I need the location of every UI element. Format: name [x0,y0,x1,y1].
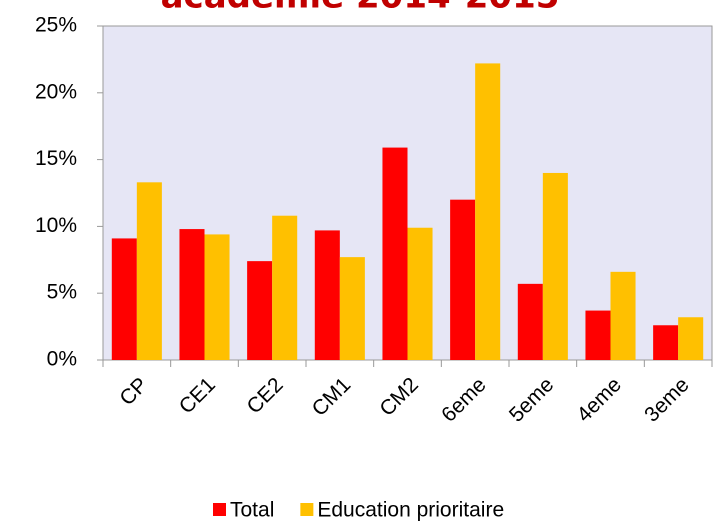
x-tick-label: CP [115,373,152,410]
bar [136,182,162,360]
x-tick-label: CE2 [242,373,287,418]
x-tick-label: 3eme [640,373,693,426]
bar [407,227,433,360]
legend-label: Total [230,499,274,522]
y-tick-label: 20% [35,80,77,103]
legend-label: Education prioritaire [317,499,504,522]
bar [339,257,365,360]
bar [678,317,704,360]
x-tick-label: CE1 [175,373,220,418]
legend-swatch [300,503,314,516]
bar [450,199,476,360]
bar [247,261,273,360]
bar [272,215,298,360]
x-tick-label: 4eme [573,373,626,426]
x-tick-label: 5eme [505,373,558,426]
bar [314,230,340,360]
bar [179,229,205,360]
bar [653,325,679,360]
y-tick-label: 25% [35,14,77,37]
y-tick-label: 15% [35,147,77,170]
y-tick-label: 10% [35,214,77,237]
bar [610,271,636,360]
legend-swatch [213,503,226,516]
bar [111,238,137,360]
x-tick-label: CM1 [308,373,356,421]
y-tick-label: 5% [47,281,77,304]
y-tick-label: 0% [47,348,77,371]
x-tick-label: CM2 [375,373,423,421]
chart-title: académie 2014-2015 [161,0,560,17]
bar [517,283,543,360]
bar [382,147,408,360]
bar [204,234,230,360]
x-tick-label: 6eme [437,373,490,426]
bar [585,310,611,360]
bar [542,172,568,360]
bar [475,63,501,361]
